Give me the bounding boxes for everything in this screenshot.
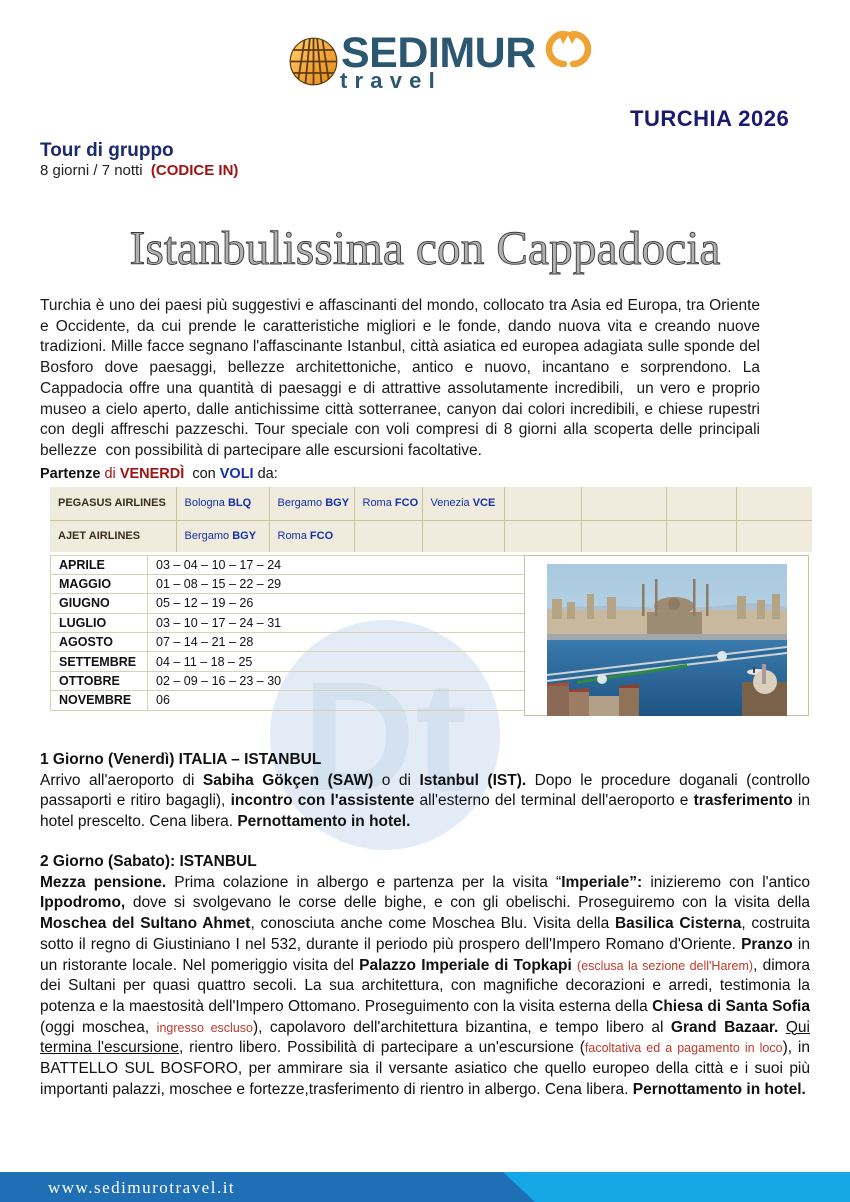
svg-text:travel: travel [340,68,442,93]
